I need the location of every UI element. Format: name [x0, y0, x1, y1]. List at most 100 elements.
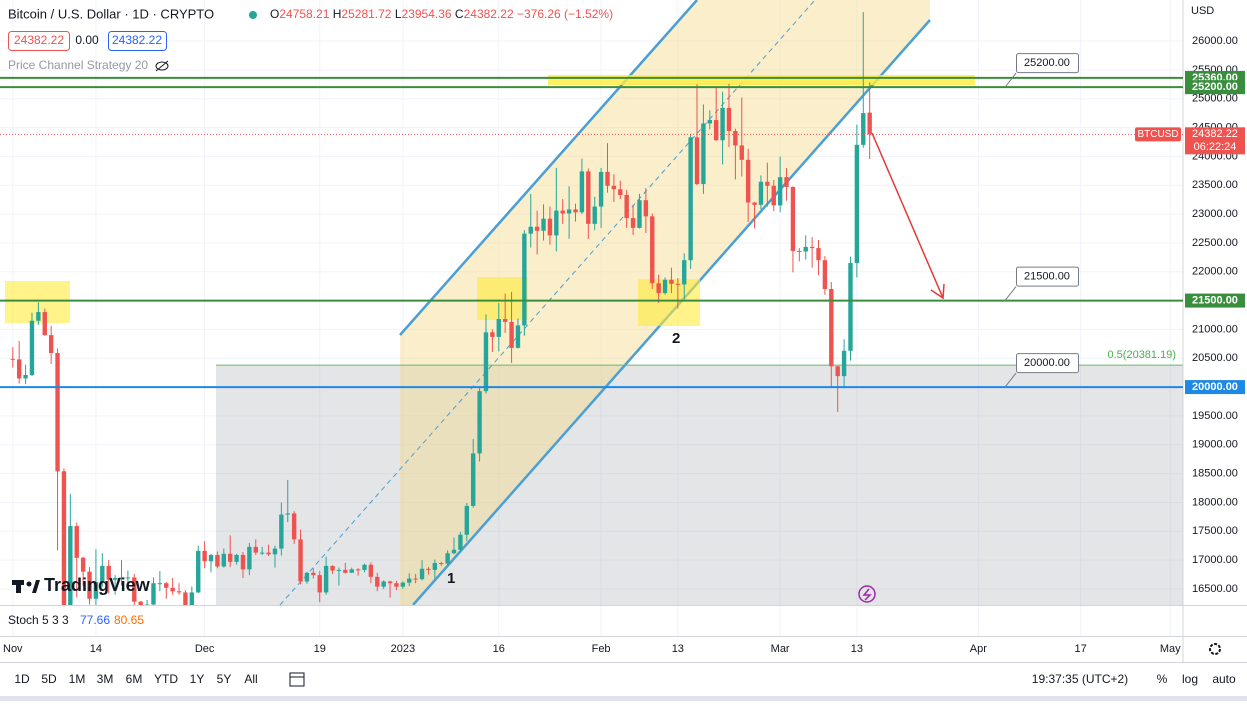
candle-body — [835, 366, 840, 377]
candle-body — [515, 325, 521, 348]
x-tick-label: Dec — [195, 643, 215, 655]
hide-icon[interactable] — [155, 60, 169, 72]
range-button[interactable]: All — [244, 672, 257, 686]
candle-body — [16, 359, 22, 379]
callout-pointer — [1004, 286, 1017, 301]
eye-slash[interactable] — [155, 60, 169, 72]
ohlc-value: 24758.21 — [279, 7, 329, 21]
fib-label: 0.5(20381.19) — [1108, 349, 1177, 361]
x-tick-label: 13 — [851, 643, 863, 655]
candle-body — [490, 332, 495, 337]
candle-body — [164, 583, 169, 588]
range-button[interactable]: 1M — [69, 672, 86, 686]
eye[interactable] — [155, 61, 169, 71]
y-tick-label: 22000.00 — [1192, 266, 1238, 278]
candle-body — [189, 592, 195, 605]
ohlc: O24758.21 H25281.72 L23954.36 C24382.22 … — [270, 7, 613, 21]
ask-box[interactable] — [108, 31, 167, 51]
candle-body — [867, 112, 872, 135]
logo-part — [16, 580, 21, 593]
candle-body — [413, 578, 418, 580]
y-tick-label: 19000.00 — [1192, 439, 1238, 451]
x-tick-label: Mar — [771, 643, 790, 655]
range-button[interactable]: 5Y — [217, 672, 232, 686]
ohlc-key: H — [333, 7, 342, 21]
status-dot — [249, 11, 257, 19]
arrow-line — [871, 132, 944, 299]
candle-body — [432, 563, 438, 570]
candle-body — [355, 569, 361, 571]
y-tick-label: 17000.00 — [1192, 554, 1238, 566]
range-button[interactable]: 5D — [41, 672, 57, 686]
level-tag-label: 25200.00 — [1192, 81, 1238, 93]
symbol-tag-label: BTCUSD — [1137, 129, 1178, 140]
candle-body — [132, 577, 137, 602]
channel-upper — [399, 0, 698, 336]
gear[interactable] — [1209, 643, 1221, 655]
candle-body — [80, 557, 86, 572]
highlight-box — [638, 279, 700, 326]
y-tick-label: 26000.00 — [1192, 35, 1238, 47]
range-button[interactable]: 1Y — [190, 672, 205, 686]
scale-option[interactable]: % — [1157, 672, 1168, 686]
candle-body — [477, 391, 482, 454]
bid-box[interactable] — [8, 31, 70, 51]
callout-box — [1016, 53, 1079, 74]
candle-body — [618, 189, 623, 196]
x-tick-label: 16 — [493, 643, 505, 655]
candle-body — [208, 554, 214, 562]
timezone-icon[interactable] — [289, 672, 305, 687]
range-button[interactable]: 1D — [14, 672, 30, 686]
candle-body — [611, 185, 617, 190]
clock[interactable]: 19:37:35 (UTC+2) — [1032, 672, 1128, 686]
annotation: 2 — [672, 330, 680, 347]
candle-body — [368, 564, 374, 577]
candle-body — [317, 575, 322, 593]
range-button[interactable]: 3M — [97, 672, 114, 686]
candle-body — [471, 453, 476, 506]
y-tick-label: 16500.00 — [1192, 583, 1238, 595]
candle-body — [656, 283, 661, 294]
ohlc-key: C — [455, 7, 464, 21]
ask[interactable]: 24382.22 — [112, 33, 162, 47]
currency-label[interactable]: USD — [1191, 5, 1214, 17]
candle-body — [528, 226, 533, 234]
candle-body — [407, 578, 412, 583]
candle-body — [554, 210, 559, 236]
y-tick-label: 22500.00 — [1192, 237, 1238, 249]
candle-body — [605, 171, 610, 186]
candle-body — [496, 319, 501, 337]
watermark-text: TradingView — [44, 575, 151, 595]
candle-body — [23, 374, 28, 379]
scale-option[interactable]: log — [1182, 672, 1198, 686]
candle-body — [784, 177, 789, 187]
candle-body — [48, 335, 54, 354]
candle-body — [854, 144, 860, 264]
candle-body — [234, 554, 239, 562]
scale-option[interactable]: auto — [1212, 672, 1236, 686]
bid[interactable]: 24382.22 — [14, 33, 64, 47]
callout-box — [1016, 266, 1079, 287]
event-bolt[interactable] — [862, 588, 872, 601]
candles — [10, 12, 872, 605]
icon-box[interactable] — [289, 672, 305, 687]
candle-body — [765, 181, 770, 186]
range-button[interactable]: YTD — [154, 672, 178, 686]
level-tag — [1185, 80, 1245, 95]
candle-body — [630, 218, 636, 228]
level-tag — [1185, 380, 1245, 395]
candle-body — [100, 565, 105, 583]
ohlc-value: 25281.72 — [341, 7, 391, 21]
candle-body — [637, 200, 642, 228]
candle-body — [713, 120, 719, 141]
candle-body — [394, 583, 399, 587]
event-icon[interactable] — [858, 585, 876, 603]
settings-icon[interactable] — [1209, 643, 1221, 655]
candle-body — [547, 218, 553, 236]
candle-body — [816, 248, 821, 261]
candle-body — [675, 283, 681, 285]
candle-body — [119, 577, 124, 579]
candle-body — [311, 572, 316, 576]
range-button[interactable]: 6M — [126, 672, 143, 686]
y-tick-label: 23000.00 — [1192, 208, 1238, 220]
